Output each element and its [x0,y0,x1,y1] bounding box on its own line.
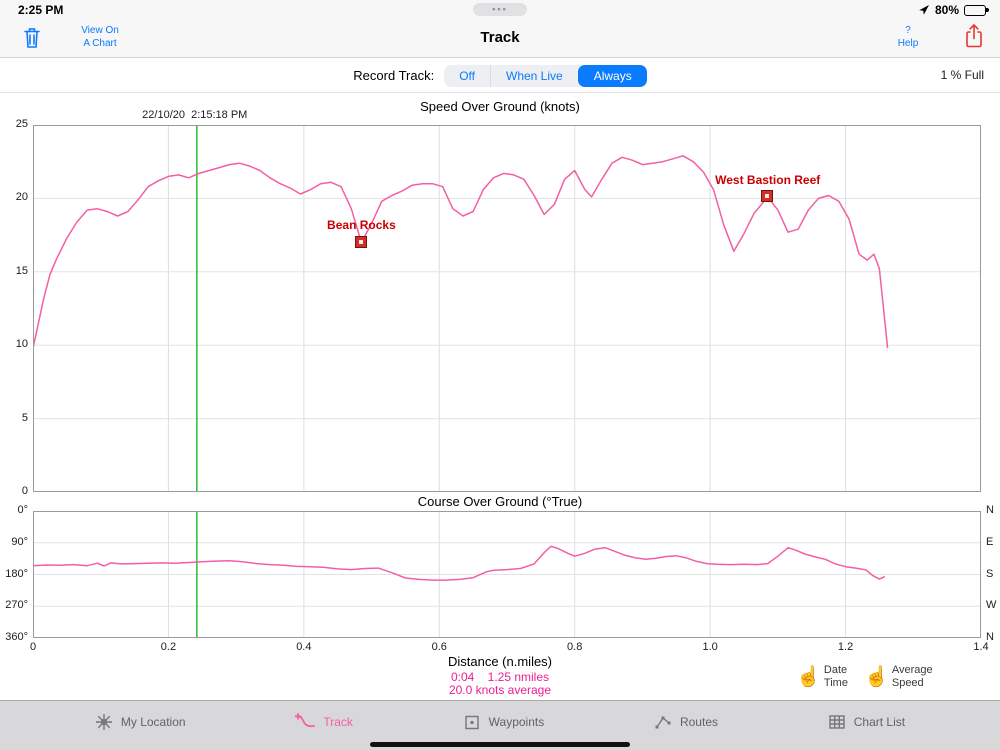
routes-icon [655,716,671,728]
x-tick-label: 1.2 [837,641,854,653]
page-title: Track [480,29,520,46]
compass-tick-label: W [986,599,997,612]
view-on-chart-button[interactable]: View On A Chart [70,25,130,50]
x-tick-label: 1.4 [973,641,989,653]
share-button[interactable] [964,23,984,54]
compass-tick-label: N [986,504,994,516]
x-tick-label: 0.8 [567,641,583,653]
tab-waypoints[interactable]: Waypoints [463,713,545,731]
tab-label: My Location [120,714,186,729]
multitask-pill[interactable]: ••• [473,3,527,16]
y-tick-label: 0 [21,485,28,497]
x-tick-label: 0.2 [160,641,177,653]
tab-track[interactable]: Track [295,713,353,730]
view-on-chart-line2: A Chart [83,37,117,49]
delete-track-button[interactable] [22,26,42,54]
segment-off[interactable]: Off [459,68,475,83]
speed-chart-plot[interactable] [33,125,981,492]
record-track-segmented-control: Off When Live Always [444,64,647,87]
waypoint-marker[interactable] [761,190,774,203]
track-stats-distance: 0:04 1.25 nmiles [450,670,550,684]
y-tick-label: 5 [21,411,28,424]
x-tick-label: 0.6 [431,641,447,653]
track-icon [295,713,316,728]
y-tick-label: 270° [5,599,28,612]
segment-when-live[interactable]: When Live [490,64,578,87]
y-tick-label: 20 [15,191,28,204]
help-question-mark: ? [905,25,911,36]
share-icon [966,24,982,48]
compass-tick-label: N [986,631,994,643]
compass-tick-label: S [986,567,994,580]
view-on-chart-line1: View On [81,25,119,36]
help-label: Help [897,38,919,49]
x-axis-label: Distance (n.miles) [447,654,553,669]
tab-label: Chart List [853,714,906,729]
record-track-label: Record Track: [353,68,435,83]
y-tick-label: 15 [15,264,28,277]
battery-percent: 80% [934,3,959,17]
legend-date-time-label: Date Time [823,664,848,689]
speed-chart-title: Speed Over Ground (knots) [420,99,580,114]
y-tick-label: 25 [15,118,28,130]
legend-average-speed[interactable]: ☝ Average Speed [864,664,933,689]
help-button[interactable]: ? Help [896,24,920,50]
legend-date-time[interactable]: ☝ Date Time [796,664,848,689]
tab-my-location[interactable]: My Location [95,713,186,731]
y-tick-label: 360° [5,631,28,643]
chart-list-icon [829,714,845,729]
status-right: 80% [918,3,989,17]
waypoints-icon [464,715,479,729]
course-chart-title: Course Over Ground (°True) [417,494,583,509]
top-bar: 2:25 PM ••• 80% View On A Chart Track ? … [0,0,1000,58]
pointing-hand-icon: ☝ [863,665,889,688]
trash-icon [24,28,40,48]
y-tick-label: 0° [17,504,28,516]
y-tick-label: 10 [15,338,28,351]
home-indicator[interactable] [370,742,630,747]
cursor-timestamp: 22/10/20 2:15:18 PM [142,109,248,121]
gesture-legend: ☝ Date Time ☝ Average Speed [796,664,933,689]
tab-routes[interactable]: Routes [654,713,718,731]
pointing-hand-icon: ☝ [796,665,821,688]
course-chart-plot[interactable] [33,511,981,638]
x-tick-label: 0 [29,641,37,653]
status-time: 2:25 PM [18,3,64,17]
tab-label: Track [323,714,353,729]
location-arrow-icon [919,5,929,15]
x-tick-label: 1.0 [702,641,718,653]
tab-label: Routes [679,714,718,729]
tab-label: Waypoints [488,714,545,729]
tab-bar: My Location Track Waypoints Routes [0,700,1000,750]
waypoint-marker[interactable] [354,235,367,248]
waypoint-label: West Bastion Reef [715,172,821,187]
my-location-icon [95,713,112,730]
compass-tick-label: E [986,535,994,548]
segment-always[interactable]: Always [577,64,647,87]
tab-chart-list[interactable]: Chart List [828,714,905,730]
legend-average-speed-label: Average Speed [891,664,933,689]
memory-full-label: 1 % Full [940,68,984,82]
record-track-bar: Record Track: Off When Live Always 1 % F… [0,59,1000,93]
waypoint-label: Bean Rocks [327,218,396,233]
x-tick-label: 0.4 [296,641,312,653]
y-tick-label: 180° [5,567,28,580]
battery-icon [964,4,989,16]
track-stats-average: 20.0 knots average [448,683,552,697]
y-tick-label: 90° [11,535,28,548]
